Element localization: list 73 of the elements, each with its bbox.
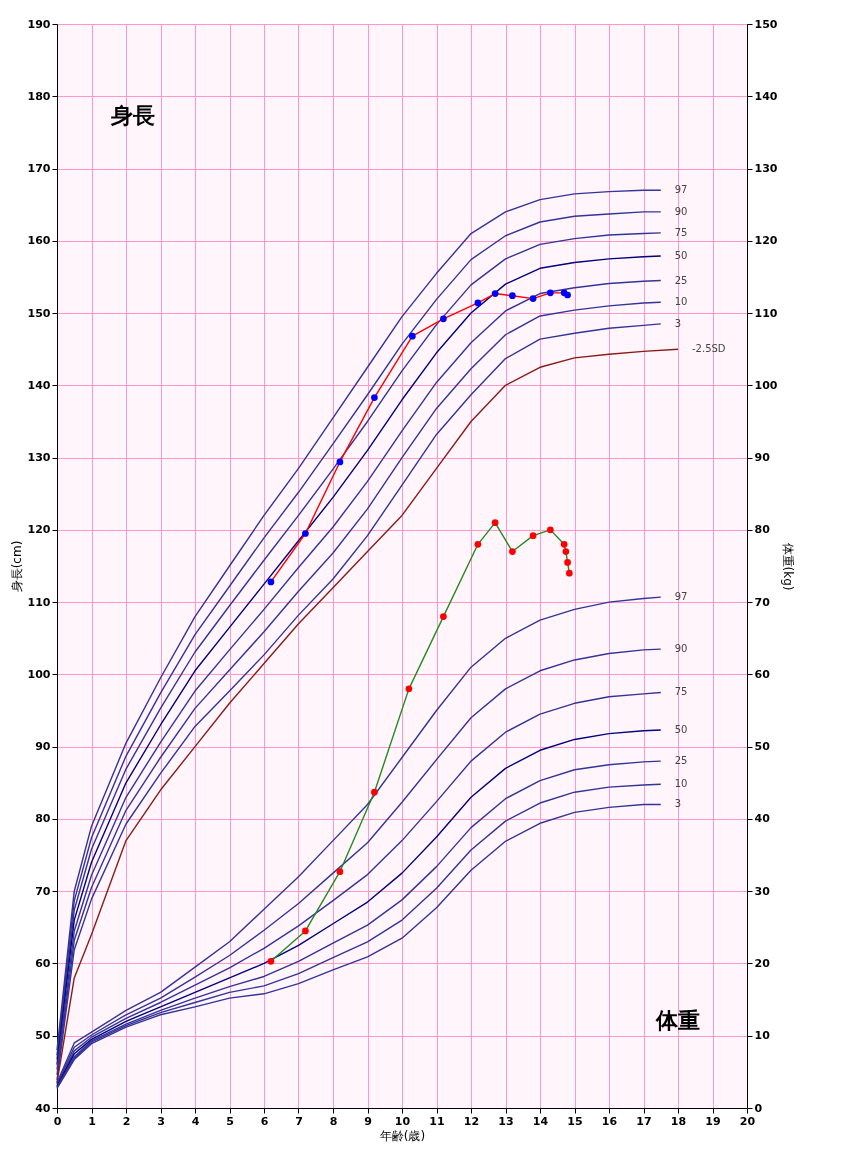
y2-tick-label: 80: [754, 523, 771, 537]
x-tick-label: 10: [394, 1114, 411, 1128]
y2-tick-label: 20: [754, 956, 771, 970]
y-tick-label: 80: [35, 812, 51, 826]
annotation: 身長: [109, 103, 155, 129]
y2-axis-title: 体重(kg): [781, 542, 796, 591]
y-tick-label: 110: [27, 595, 51, 609]
x-tick-label: 18: [670, 1114, 687, 1128]
y2-tick-label: 10: [754, 1029, 771, 1043]
y2-tick-label: 100: [754, 378, 778, 392]
x-tick-label: 20: [739, 1114, 756, 1128]
y-tick-label: 100: [27, 667, 51, 681]
x-tick-label: 11: [429, 1114, 445, 1128]
x-tick-label: 14: [532, 1114, 549, 1128]
y-tick-label: 140: [27, 378, 51, 392]
y2-tick-label: 40: [754, 812, 771, 826]
series-label: 97: [674, 184, 688, 196]
y-tick-label: 40: [35, 1101, 51, 1115]
y2-tick-label: 140: [754, 89, 778, 103]
y-tick-label: 70: [35, 884, 51, 898]
y-axis-title: 身長(cm): [9, 540, 24, 593]
x-tick-label: 1: [88, 1114, 96, 1128]
x-tick-label: 8: [329, 1114, 338, 1128]
y-tick-label: 60: [35, 956, 51, 970]
x-tick-label: 6: [260, 1114, 269, 1128]
series-label: -2.5SD: [692, 343, 726, 355]
series-label: 3: [674, 798, 682, 810]
series-label: 50: [674, 724, 688, 736]
y2-tick-label: 130: [754, 162, 778, 176]
x-tick-label: 17: [636, 1114, 652, 1128]
x-tick-label: 2: [122, 1114, 131, 1128]
annotation: 体重: [655, 1008, 700, 1034]
series-label: 25: [674, 274, 688, 286]
x-tick-label: 16: [601, 1114, 618, 1128]
x-tick-label: 12: [463, 1114, 480, 1128]
series-label: 90: [674, 205, 688, 217]
x-tick-label: 7: [295, 1114, 303, 1128]
y2-tick-label: 120: [754, 234, 778, 248]
y-tick-label: 150: [27, 306, 51, 320]
x-tick-label: 13: [498, 1114, 514, 1128]
series-label: 10: [674, 296, 688, 308]
y-tick-label: 90: [35, 740, 51, 754]
y2-tick-label: 0: [754, 1101, 763, 1115]
series-label: 25: [674, 755, 688, 767]
x-tick-label: 0: [53, 1114, 62, 1128]
y-tick-label: 170: [27, 162, 51, 176]
y2-tick-label: 70: [754, 595, 771, 609]
y-tick-label: 190: [27, 17, 51, 31]
series-label: 10: [674, 778, 688, 790]
x-tick-label: 9: [364, 1114, 372, 1128]
x-tick-label: 4: [191, 1114, 200, 1128]
y2-tick-label: 50: [754, 740, 771, 754]
x-axis-title: 年齢(歳): [379, 1128, 426, 1143]
x-tick-label: 15: [567, 1114, 583, 1128]
y2-tick-label: 90: [754, 451, 771, 465]
y2-tick-label: 60: [754, 667, 771, 681]
series-label: 90: [674, 643, 688, 655]
y-tick-label: 160: [27, 234, 51, 248]
y-tick-label: 180: [27, 89, 51, 103]
x-tick-label: 3: [157, 1114, 165, 1128]
y-tick-label: 50: [35, 1029, 51, 1043]
y2-tick-label: 110: [754, 306, 778, 320]
y2-tick-label: 30: [754, 884, 771, 898]
series-label: 75: [674, 686, 688, 698]
series-label: 3: [674, 317, 682, 329]
y-tick-label: 130: [27, 451, 51, 465]
series-label: 97: [674, 591, 688, 603]
y-tick-label: 120: [27, 523, 51, 537]
x-tick-label: 5: [226, 1114, 234, 1128]
series-label: 50: [674, 249, 688, 261]
series-label: 75: [674, 226, 688, 238]
y2-tick-label: 150: [754, 17, 778, 31]
x-tick-label: 19: [705, 1114, 721, 1128]
